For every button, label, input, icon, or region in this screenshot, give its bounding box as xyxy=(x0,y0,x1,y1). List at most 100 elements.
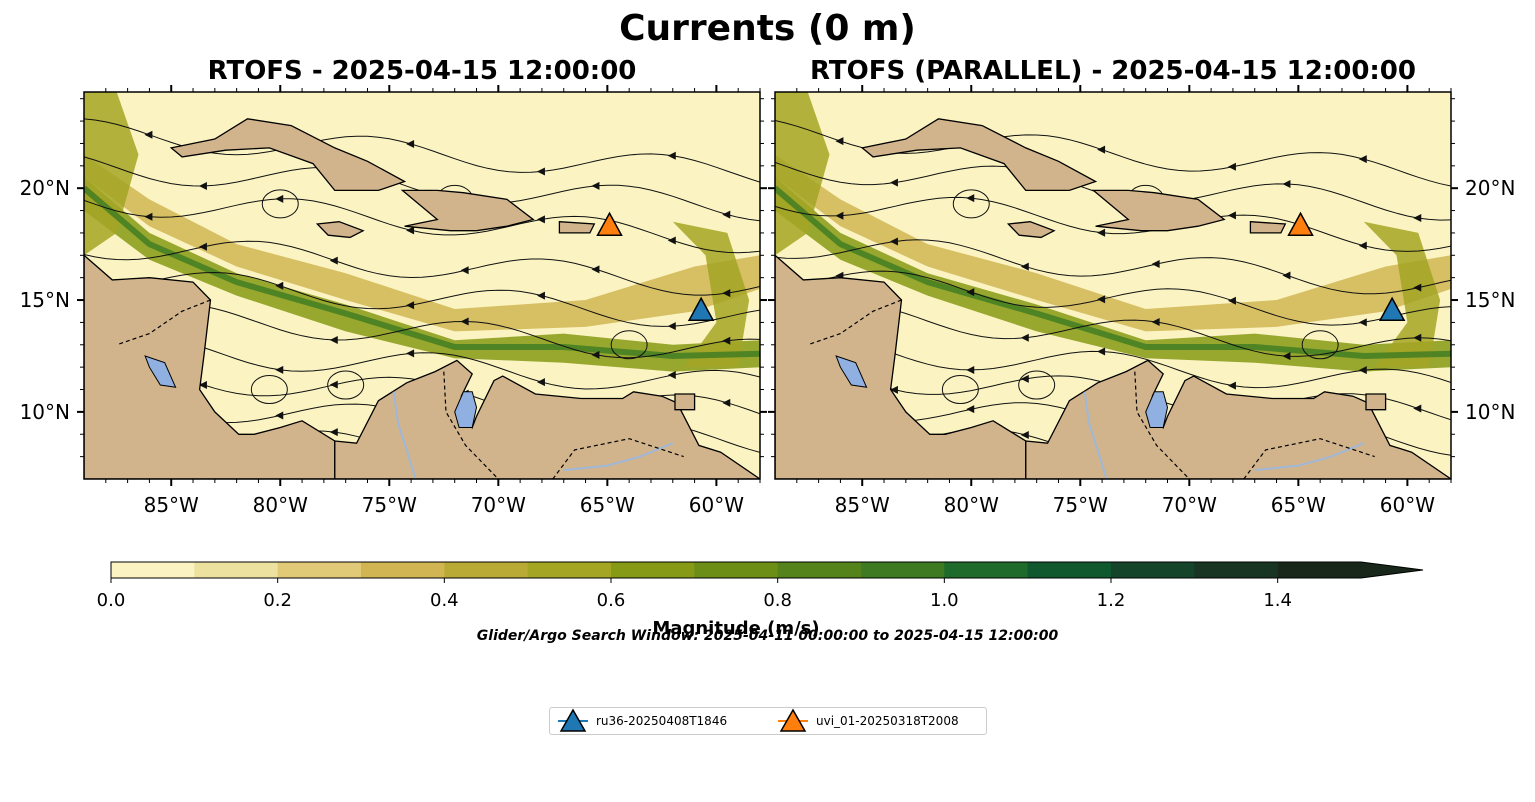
streamline-arrow xyxy=(722,210,731,219)
streamline-arrow xyxy=(406,226,415,235)
streamline-arrow xyxy=(1282,179,1291,188)
orange-triangle-icon xyxy=(1287,211,1314,236)
streamline xyxy=(84,240,760,296)
streamline xyxy=(84,198,760,254)
orange-triangle-icon xyxy=(596,211,623,236)
streamline-arrow xyxy=(329,380,338,389)
streamline-arrow xyxy=(667,322,676,331)
streamline xyxy=(775,196,1451,252)
streamline-arrow xyxy=(1227,162,1236,171)
colorbar-segment xyxy=(944,562,1029,578)
lat-label: 15°N xyxy=(1465,288,1515,312)
lat-label: 15°N xyxy=(20,288,70,312)
streamline-arrow xyxy=(1097,228,1106,237)
eddy-streamline xyxy=(952,189,990,219)
streamline-arrow xyxy=(835,137,844,146)
speed-band xyxy=(84,92,139,256)
streamline-arrow xyxy=(275,365,284,374)
search-window-text: Glider/Argo Search Window: 2025-04-11 00… xyxy=(476,628,1059,644)
streamline xyxy=(84,271,760,327)
colorbar-segment xyxy=(611,562,695,578)
figure-title: Currents (0 m) xyxy=(619,8,916,49)
colorbar-segment xyxy=(1111,562,1195,578)
streamline-arrow xyxy=(889,385,898,394)
streamline-arrow xyxy=(1020,430,1029,439)
streamline-arrow xyxy=(1413,283,1422,292)
country-border xyxy=(807,299,902,346)
streamline-arrow xyxy=(966,405,975,414)
colorbar-tick-label: 0.6 xyxy=(597,590,626,611)
streamline-arrow xyxy=(1227,211,1236,220)
country-border xyxy=(116,299,211,346)
land-cuba xyxy=(169,118,407,192)
streamline-arrow xyxy=(667,236,676,245)
colorbar-label: Magnitude (m/s) xyxy=(652,618,819,639)
legend-item-ru36: ru36-20250408T1846 xyxy=(556,708,727,734)
speed-band xyxy=(775,154,1451,332)
streamline-arrow xyxy=(668,496,676,504)
streamline-arrow xyxy=(722,336,731,345)
streamline-arrow xyxy=(1151,259,1160,268)
streamline-arrow xyxy=(1282,271,1291,280)
streamline-arrow xyxy=(1358,241,1367,250)
streamline-arrow xyxy=(275,194,284,203)
lon-label: 60°W xyxy=(1380,493,1435,517)
colorbar-extend-arrow xyxy=(1361,562,1423,578)
speed-band xyxy=(84,154,760,332)
streamline-arrow xyxy=(198,181,207,190)
eddy-streamline xyxy=(941,375,979,405)
lat-label: 10°N xyxy=(1465,400,1515,424)
eddy-streamline xyxy=(261,189,299,219)
lon-label: 85°W xyxy=(144,493,199,517)
land-cuba xyxy=(860,118,1098,192)
streamline-arrow xyxy=(1097,295,1106,304)
map-panel-rtofs-parallel: 85°W 80°W 75°W 70°W 65°W 60°W 20°N 15°N 10°N xyxy=(768,85,1515,517)
streamline-arrow xyxy=(889,237,898,246)
eddy-streamline xyxy=(1301,330,1339,360)
lake-maracaibo xyxy=(1145,391,1169,428)
legend: ru36-20250408T1846 uvi_01-20250318T2008 xyxy=(549,707,987,735)
country-border xyxy=(1134,371,1190,479)
land-jamaica xyxy=(1006,221,1056,239)
streamline-arrow xyxy=(889,178,898,187)
country-border xyxy=(443,371,499,479)
lon-label: 65°W xyxy=(580,493,635,517)
streamline-arrow xyxy=(275,411,284,420)
eddy-streamline xyxy=(1018,370,1056,400)
colorbar-segment xyxy=(361,562,445,578)
map-frame xyxy=(83,91,761,480)
lake-maracaibo xyxy=(454,391,478,428)
streamline-arrow xyxy=(1359,500,1367,508)
colorbar-segment xyxy=(527,562,612,578)
river xyxy=(1254,442,1365,472)
streamline-arrow xyxy=(1151,317,1160,326)
streamline-arrow xyxy=(1227,381,1236,390)
streamline-arrow xyxy=(1358,366,1367,375)
lat-label: 10°N xyxy=(20,400,70,424)
streamline-arrow xyxy=(198,242,207,251)
streamline-arrow xyxy=(722,398,731,407)
streamline-arrow xyxy=(1020,333,1029,342)
lon-label: 70°W xyxy=(471,493,526,517)
streamline-arrow xyxy=(1420,478,1422,479)
country-border xyxy=(1243,438,1375,479)
map-panel-rtofs: 85°W 80°W 75°W 70°W 65°W 60°W 20°N 15°N 10°N xyxy=(20,85,767,517)
streamline-arrow xyxy=(275,281,284,290)
colorbar-segment xyxy=(694,562,779,578)
colorbar-segment xyxy=(194,562,279,578)
eddy-streamline xyxy=(327,370,365,400)
streamline-arrow xyxy=(198,380,207,389)
lon-label: 65°W xyxy=(1271,493,1326,517)
streamline-arrow xyxy=(1020,262,1029,271)
streamline-arrow xyxy=(536,378,545,387)
colorbar-segment xyxy=(1277,562,1362,578)
blue-triangle-icon xyxy=(1378,296,1406,321)
streamline-arrow xyxy=(667,151,676,160)
streamline-arrow xyxy=(329,428,338,437)
streamline-arrow xyxy=(536,215,545,224)
streamline-arrow xyxy=(1413,404,1422,413)
streamline-arrow xyxy=(591,265,600,274)
land-puerto-rico xyxy=(558,221,596,234)
colorbar-segment xyxy=(777,562,862,578)
lon-label: 80°W xyxy=(253,493,308,517)
